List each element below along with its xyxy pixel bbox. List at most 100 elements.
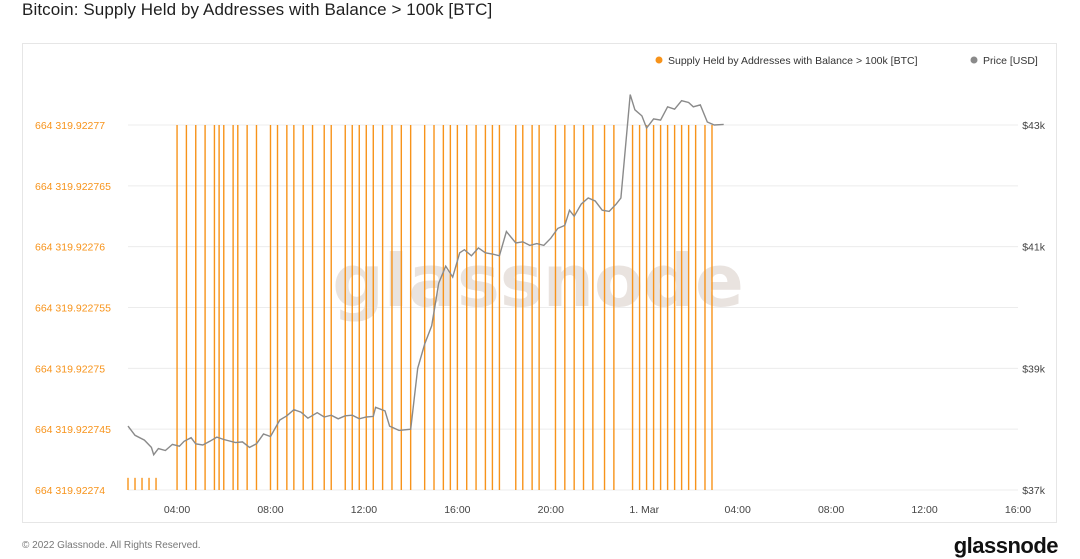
supply-bar	[423, 125, 426, 490]
supply-bar	[293, 125, 295, 490]
supply-bar	[323, 125, 325, 490]
x-tick-label: 16:00	[444, 504, 470, 516]
x-tick-label: 04:00	[725, 504, 751, 516]
left-tick-label: 664 319.92275	[35, 363, 105, 375]
supply-bar	[185, 125, 188, 490]
supply-bar	[613, 125, 615, 490]
legend-label-supply: Supply Held by Addresses with Balance > …	[668, 55, 918, 67]
supply-bar	[223, 125, 225, 490]
supply-bar	[391, 125, 393, 490]
supply-bar	[645, 125, 648, 490]
supply-bar	[246, 125, 248, 490]
supply-bar	[127, 477, 129, 490]
chart-card: glassnode 664 319.92274 664 319.922745 664…	[22, 43, 1057, 523]
supply-bar	[475, 125, 477, 490]
supply-bar	[652, 125, 655, 490]
right-axis: $37k $39k $41k $43k	[1022, 120, 1046, 497]
supply-bar	[638, 125, 641, 490]
supply-bar	[687, 125, 690, 490]
supply-bar	[276, 125, 279, 490]
supply-bar	[204, 125, 206, 490]
supply-bar	[564, 125, 566, 490]
supply-bar	[573, 125, 575, 490]
supply-bar	[286, 125, 288, 490]
supply-bar	[269, 125, 272, 490]
supply-bar	[711, 125, 713, 490]
supply-bar	[302, 125, 304, 490]
left-tick-label: 664 319.922755	[35, 303, 111, 315]
legend-dot-icon	[655, 56, 663, 64]
supply-bar	[515, 125, 517, 490]
x-tick-label: 04:00	[164, 504, 190, 516]
supply-bar	[141, 477, 143, 490]
right-tick-label: $41k	[1022, 242, 1046, 254]
supply-bar	[491, 125, 494, 490]
supply-bar	[659, 125, 662, 490]
supply-bar	[466, 125, 468, 490]
x-tick-label: 20:00	[538, 504, 564, 516]
supply-bar	[232, 125, 234, 490]
supply-bar	[344, 125, 346, 490]
supply-bar	[409, 125, 412, 490]
supply-bar	[134, 477, 136, 490]
grid	[128, 124, 1018, 491]
supply-bar	[400, 125, 403, 490]
supply-bar	[365, 125, 367, 490]
x-axis: 04:00 08:00 12:00 16:00 20:00 1. Mar 04:00 08:0…	[164, 504, 1031, 516]
left-tick-label: 664 319.92274	[35, 485, 105, 497]
supply-bar	[673, 125, 676, 490]
left-axis: 664 319.92274 664 319.922745 664 319.92275…	[35, 120, 111, 497]
supply-series	[127, 125, 713, 490]
left-tick-label: 664 319.92277	[35, 120, 105, 132]
supply-bar	[330, 125, 332, 490]
x-tick-label: 08:00	[818, 504, 844, 516]
legend-item-price[interactable]: Price [USD]	[970, 55, 1038, 67]
supply-bar	[218, 125, 220, 490]
supply-bar	[311, 125, 314, 490]
supply-bar	[237, 125, 239, 490]
supply-bar	[213, 125, 216, 490]
supply-bar	[582, 125, 585, 490]
supply-bar	[680, 125, 683, 490]
legend-label-price: Price [USD]	[983, 55, 1038, 67]
page-title: Bitcoin: Supply Held by Addresses with B…	[22, 0, 493, 19]
supply-bar	[592, 125, 594, 490]
supply-bar	[195, 125, 197, 490]
supply-bar	[531, 125, 533, 490]
legend: Supply Held by Addresses with Balance > …	[655, 55, 1038, 67]
x-tick-label: 1. Mar	[629, 504, 659, 516]
supply-bar	[358, 125, 360, 490]
supply-bar	[704, 125, 706, 490]
glassnode-logo: glassnode	[953, 533, 1059, 558]
supply-bar	[351, 125, 353, 490]
copyright: © 2022 Glassnode. All Rights Reserved.	[22, 540, 201, 551]
supply-bar	[449, 125, 452, 490]
supply-bar	[456, 125, 459, 490]
supply-bar	[631, 125, 634, 490]
supply-bar	[666, 125, 669, 490]
supply-bar	[498, 125, 501, 490]
supply-bar	[522, 125, 524, 490]
left-tick-label: 664 319.922745	[35, 424, 111, 436]
right-tick-label: $39k	[1022, 363, 1046, 375]
supply-bar	[155, 477, 157, 490]
supply-bar	[554, 125, 557, 490]
supply-bar	[176, 125, 178, 490]
left-tick-label: 664 319.922765	[35, 181, 111, 193]
supply-bar	[372, 125, 374, 490]
supply-bar	[603, 125, 606, 490]
x-tick-label: 12:00	[351, 504, 377, 516]
legend-item-supply[interactable]: Supply Held by Addresses with Balance > …	[655, 55, 918, 67]
left-tick-label: 664 319.92276	[35, 242, 105, 254]
x-tick-label: 16:00	[1005, 504, 1031, 516]
supply-bar	[694, 125, 697, 490]
price-line	[127, 94, 724, 457]
supply-bar	[538, 125, 540, 490]
supply-bar	[148, 477, 150, 490]
right-tick-label: $37k	[1022, 485, 1046, 497]
right-tick-label: $43k	[1022, 120, 1046, 132]
supply-bar	[484, 125, 487, 490]
supply-bar	[381, 125, 384, 490]
legend-dot-icon	[970, 56, 978, 64]
